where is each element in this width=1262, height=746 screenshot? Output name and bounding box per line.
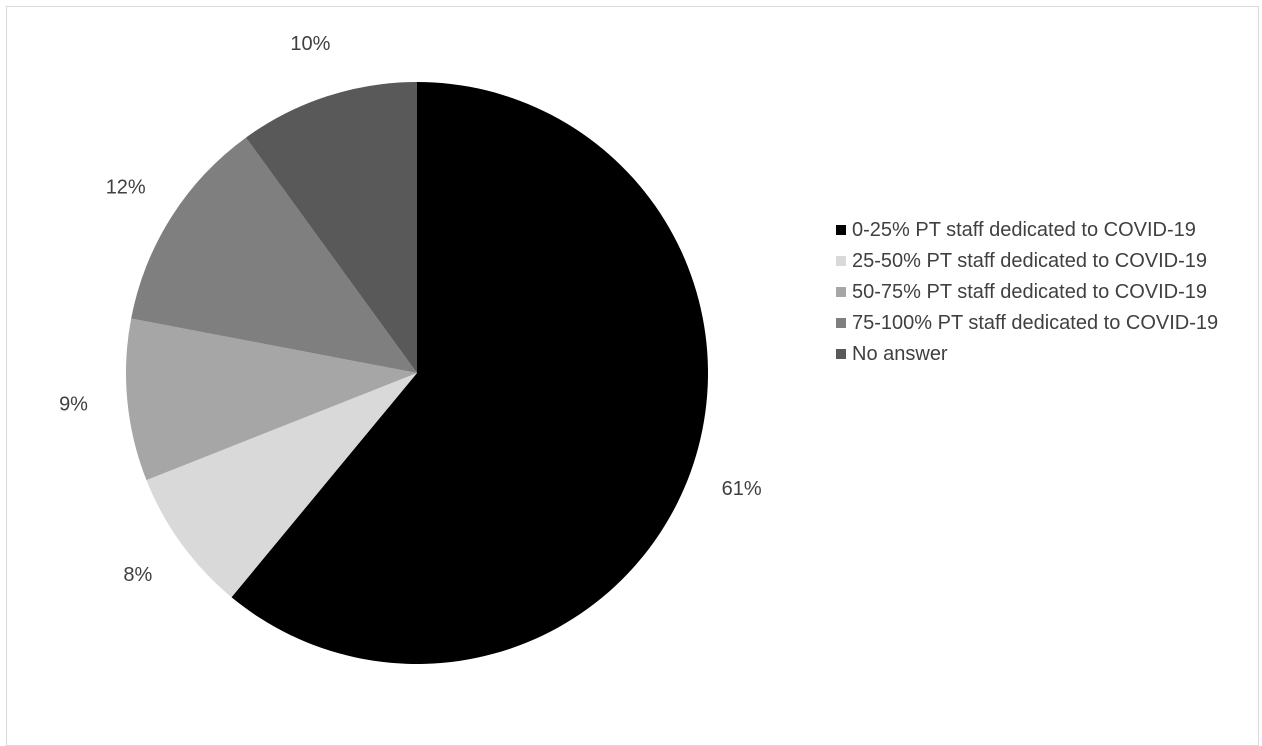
pie-slice [146, 373, 417, 598]
pie-labels: 61% 8% 9% 12% 10% [59, 33, 762, 586]
legend-swatch [836, 256, 846, 266]
slice-percent-label: 12% [106, 176, 146, 198]
pie-slices [126, 82, 708, 665]
legend-item: 50-75% PT staff dedicated to COVID-19 [836, 280, 1246, 304]
legend-item: 0-25% PT staff dedicated to COVID-19 [836, 218, 1246, 242]
legend-item: No answer [836, 342, 1246, 366]
legend-item: 25-50% PT staff dedicated to COVID-19 [836, 249, 1246, 273]
legend-swatch [836, 349, 846, 359]
pie-chart: 61% 8% 9% 12% 10% [59, 33, 762, 665]
slice-percent-label: 8% [123, 564, 152, 586]
slice-percent-label: 61% [722, 478, 762, 500]
slice-percent-label: 9% [59, 394, 88, 416]
pie-slice [126, 318, 418, 481]
pie-slice [245, 82, 417, 373]
legend-label: No answer [852, 343, 948, 365]
pie-slice [231, 82, 708, 665]
pie-slice [131, 137, 417, 373]
legend-swatch [836, 287, 846, 297]
legend-label: 25-50% PT staff dedicated to COVID-19 [852, 250, 1208, 272]
legend-label: 50-75% PT staff dedicated to COVID-19 [852, 281, 1208, 303]
slice-percent-label: 10% [290, 33, 330, 55]
legend: 0-25% PT staff dedicated to COVID-19 25-5… [836, 218, 1246, 373]
legend-swatch [836, 318, 846, 328]
legend-item: 75-100% PT staff dedicated to COVID-19 [836, 311, 1246, 335]
legend-swatch [836, 225, 846, 235]
legend-label: 75-100% PT staff dedicated to COVID-19 [852, 312, 1219, 334]
legend-label: 0-25% PT staff dedicated to COVID-19 [852, 219, 1196, 241]
